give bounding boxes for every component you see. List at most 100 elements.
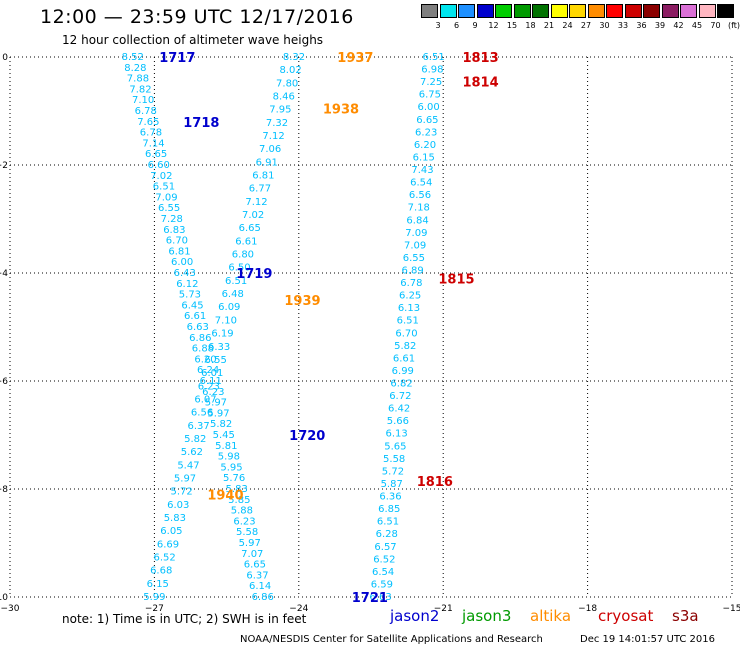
wave-height-value: 6.43 [174,268,196,279]
wave-height-value: 7.10 [132,95,154,106]
color-swatch [717,4,734,18]
wave-height-value: 6.13 [398,303,420,314]
y-tick-label: −4 [0,269,8,279]
wave-height-value: 6.23 [415,127,437,138]
wave-height-value: 6.81 [168,246,190,257]
wave-height-value: 6.28 [376,529,398,540]
wave-height-value: 6.54 [410,178,432,189]
satellite-name: jason3 [462,607,512,625]
wave-height-value: 6.03 [167,500,189,511]
wave-height-value: 6.24 [197,365,219,376]
wave-height-value: 6.36 [379,492,401,503]
satellite-name: altika [530,607,572,625]
wave-height-value: 6.86 [189,333,211,344]
wave-height-value: 6.84 [406,215,428,226]
color-label: 9 [472,21,478,30]
color-label: 21 [543,21,555,30]
wave-height-value: 6.57 [374,542,396,553]
wave-height-value: 6.51 [397,316,419,327]
wave-height-value: 7.32 [266,118,288,129]
wave-height-value: 6.61 [235,236,257,247]
wave-height-value: 5.45 [213,430,235,441]
color-label: 30 [599,21,610,30]
pass-time-label: 1937 [337,51,373,66]
wave-height-value: 6.14 [249,581,271,592]
wave-height-value: 6.68 [150,566,172,577]
wave-height-value: 6.33 [208,342,230,353]
wave-height-value: 8.32 [283,52,305,63]
wave-height-value: 6.81 [252,171,274,182]
color-label: 15 [506,21,518,30]
page-subtitle: 12 hour collection of altimeter wave hei… [62,33,324,47]
page-title: 12:00 — 23:59 UTC 12/17/2016 [40,6,354,28]
wave-height-value: 7.10 [215,315,237,326]
wave-height-value: 7.95 [269,105,291,116]
color-label: 24 [562,21,573,30]
wave-height-value: 5.88 [231,506,253,517]
wave-height-value: 5.83 [226,484,248,495]
wave-height-value: 6.56 [409,190,431,201]
wave-height-value: 7.09 [404,240,426,251]
wave-height-value: 6.54 [372,567,394,578]
pass-time-label: 1719 [236,267,272,282]
wave-height-value: 5.73 [179,290,201,301]
wave-height-value: 5.85 [228,495,250,506]
wave-height-value: 6.65 [244,560,266,571]
timestamp-text: Dec 19 14:01:57 UTC 2016 [580,634,715,645]
wave-height-value: 7.02 [242,210,264,221]
wave-height-value: 6.59 [371,579,393,590]
wave-height-value: 7.06 [259,144,281,155]
wave-height-value: 6.37 [188,421,210,432]
wave-height-value: 7.65 [137,117,159,128]
wave-height-value: 5.82 [184,434,206,445]
x-tick-label: −18 [578,604,597,614]
color-swatch [643,4,660,18]
wave-height-value: 8.02 [279,65,301,76]
y-tick-label: −10 [0,593,8,603]
wave-height-value: 6.15 [147,579,169,590]
wave-height-value: 6.51 [153,182,175,193]
wave-height-value: 6.09 [218,302,240,313]
wave-height-value: 5.47 [177,460,199,471]
wave-height-value: 6.51 [225,276,247,287]
wave-height-value: 6.55 [205,355,227,366]
wave-height-value: 5.58 [383,454,405,465]
wave-height-value: 6.89 [402,265,424,276]
wave-height-value: 6.91 [256,157,278,168]
wave-height-value: 6.70 [166,236,188,247]
wave-height-value: 6.77 [249,184,271,195]
wave-height-value: 8.52 [122,52,144,63]
wave-height-value: 5.82 [394,341,416,352]
color-label: 42 [673,21,684,30]
wave-height-value: 6.45 [181,300,203,311]
wave-height-value: 6.00 [171,257,193,268]
wave-height-value: 6.52 [153,552,175,563]
wave-height-value: 6.11 [200,376,222,387]
y-tick-label: −2 [0,161,8,171]
wave-height-value: 6.01 [201,368,223,379]
wave-height-value: 5.72 [171,487,193,498]
wave-height-value: 5.97 [174,473,196,484]
wave-height-value: 5.87 [381,479,403,490]
color-swatch [680,4,697,18]
color-swatch [439,4,457,18]
wave-height-value: 6.61 [393,353,415,364]
wave-height-value: 5.81 [215,441,237,452]
wave-height-value: 6.78 [135,106,157,117]
wave-height-value: 6.78 [400,278,422,289]
wave-height-value: 5.99 [143,592,165,603]
color-label: 33 [617,21,629,30]
footnote: note: 1) Time is in UTC; 2) SWH is in fe… [62,612,307,626]
wave-height-value: 7.80 [276,78,298,89]
wave-height-value: 6.23 [233,516,255,527]
wave-height-value: 5.82 [210,419,232,430]
wave-height-value: 6.51 [377,517,399,528]
wave-height-value: 8.46 [273,92,295,103]
wave-height-value: 6.60 [148,160,170,171]
wave-height-value: 6.52 [373,554,395,565]
wave-height-value: 5.98 [218,452,240,463]
wave-height-value: 6.55 [158,203,180,214]
wave-height-value: 7.09 [155,192,177,203]
pass-time-label: 1721 [352,591,388,606]
